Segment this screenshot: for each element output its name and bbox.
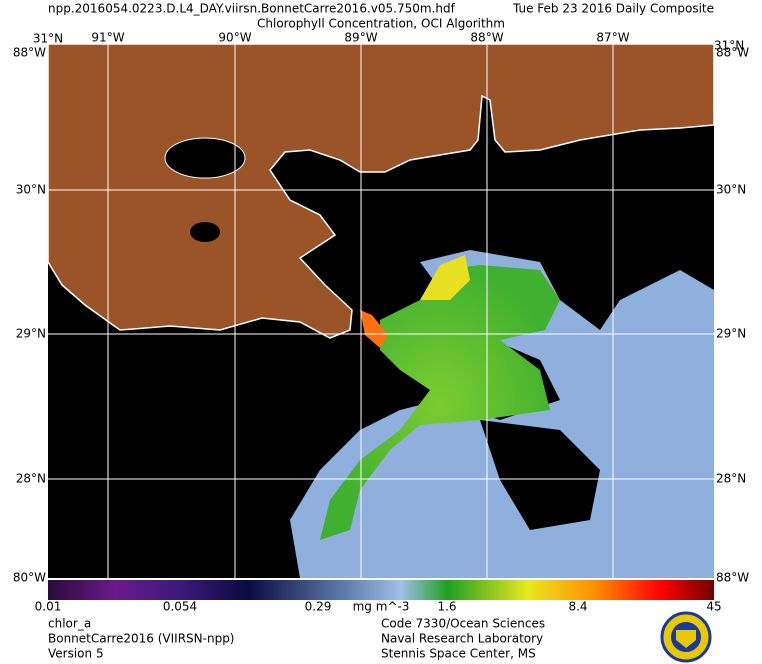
lat-label: 28°N [716,472,746,486]
footer-left-line: chlor_a [48,617,91,631]
date: Tue Feb 23 2016 Daily Composite [512,2,714,16]
lat-label: 30°N [16,183,46,197]
colorbar [48,580,714,600]
footer-left-line: BonnetCarre2016 (VIIRSN-npp) [48,632,235,646]
lake [190,222,220,242]
graticule-labels: 31°N 31°N 88°W 88°W 80°W 88°W [13,32,749,585]
corner-label: 80°W [13,571,46,585]
corner-label: 88°W [716,571,749,585]
colorbar-tick-label: 0.29 [305,600,332,614]
lon-label: 91°W [91,31,124,45]
footer-right-line: Code 7330/Ocean Sciences [381,617,545,631]
corner-label: 31°N [714,39,744,53]
lat-label: 28°N [16,472,46,486]
footer-right-line: Naval Research Laboratory [381,632,543,646]
colorbar-tick-label: 45 [706,600,721,614]
lat-label: 30°N [716,183,746,197]
lat-label: 29°N [716,327,746,341]
corner-label: 88°W [716,46,749,60]
very-high-chlorophyll [360,310,388,348]
footer-right-line: Stennis Space Center, MS [381,647,536,661]
lon-label: 89°W [344,31,377,45]
corner-label: 31°N [33,32,63,46]
high-chlorophyll [420,255,470,300]
lat-label: 29°N [16,327,46,341]
map [47,43,715,578]
clouds [480,420,600,530]
lon-label: 87°W [596,31,629,45]
ocean-clear [290,250,714,578]
subtitle: Chlorophyll Concentration, OCI Algorithm [257,17,505,31]
colorbar-tick-label: 1.6 [437,600,456,614]
corner-label: 88°W [13,46,46,60]
footer-left-line: Version 5 [48,647,104,661]
lon-label: 88°W [470,31,503,45]
colorbar-tick-label: 0.054 [163,600,197,614]
lake-pontchartrain [164,137,246,179]
colorbar-tick-label: 8.4 [568,600,587,614]
graticule [48,44,714,578]
land [47,43,715,339]
colorbar-units: mg m^-3 [353,600,410,614]
colorbar-tick-label: 0.01 [35,600,62,614]
lon-label: 90°W [218,31,251,45]
noaa-logo [660,611,712,663]
file-name: npp.2016054.0223.D.L4_DAY.viirsn.BonnetC… [48,2,456,16]
logo-shield [676,630,696,648]
